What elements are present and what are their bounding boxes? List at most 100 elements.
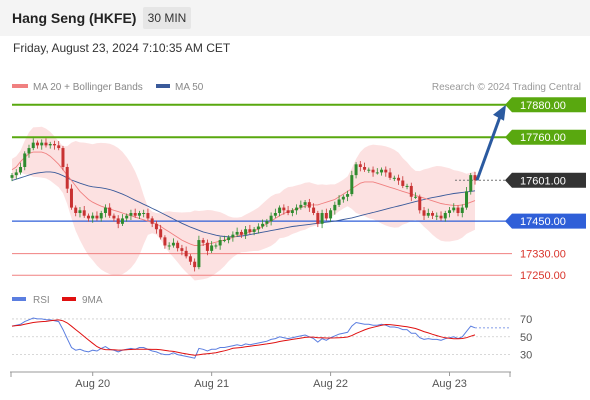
candle-body — [286, 210, 290, 213]
candle-body — [74, 207, 78, 213]
header-bar — [0, 0, 590, 36]
timeframe-button[interactable]: 30 MIN — [143, 7, 191, 29]
instrument-title: Hang Seng (HKFE) — [12, 10, 137, 26]
candle-body — [282, 207, 286, 211]
candle-body — [227, 237, 231, 241]
candle-body — [31, 142, 35, 149]
candle-body — [108, 207, 112, 216]
ma50-legend-label: MA 50 — [175, 82, 204, 93]
rsi-level-label: 30 — [520, 350, 532, 362]
candle-body — [231, 234, 235, 238]
candle-body — [69, 188, 73, 208]
candle-body — [176, 242, 180, 249]
candle-body — [261, 223, 265, 227]
candle-body — [159, 229, 163, 238]
candle-body — [82, 210, 86, 216]
candle-body — [235, 231, 239, 235]
level-label-17760.00: 17760.00 — [520, 132, 566, 144]
candle-body — [320, 213, 324, 224]
price-levels — [12, 103, 512, 276]
candle-body — [14, 172, 18, 176]
candle-body — [346, 194, 350, 197]
candle-body — [137, 213, 141, 216]
rsi-ma-legend-label: 9MA — [82, 295, 103, 306]
candle-body — [78, 210, 82, 213]
candle-body — [380, 169, 384, 173]
candle-body — [18, 167, 22, 173]
candle-body — [256, 226, 260, 230]
candle-body — [197, 240, 201, 268]
candle-body — [465, 191, 469, 208]
forecast-arrow-head — [493, 104, 506, 121]
candle-body — [150, 218, 154, 224]
rsi-panel: 70 50 30 — [11, 314, 532, 362]
candle-body — [163, 237, 167, 246]
candle-body — [269, 215, 273, 222]
candle-body — [329, 210, 333, 219]
ma20-line — [11, 151, 476, 246]
candle-body — [23, 153, 27, 167]
candle-body — [375, 172, 379, 174]
candle-body — [10, 175, 14, 178]
candle-body — [44, 142, 48, 146]
candle-body — [193, 261, 197, 268]
candle-body — [409, 185, 413, 197]
candle-body — [95, 215, 99, 219]
timestamp: Friday, August 23, 2024 7:10:35 AM CET — [13, 41, 231, 55]
candle-body — [405, 185, 409, 187]
rsi-level-label: 70 — [520, 314, 532, 326]
level-tag-17760.00 — [512, 129, 586, 145]
candle-body — [244, 229, 248, 235]
candle-body — [65, 167, 69, 189]
time-axis: Aug 20 Aug 21 Aug 22 Aug 23 — [10, 371, 511, 390]
ma20-legend-swatch — [12, 84, 28, 88]
candle-body — [180, 248, 184, 251]
bollinger-band-fill — [12, 126, 475, 281]
candle-body — [27, 148, 31, 154]
level-tag-pointer — [505, 97, 512, 113]
candle-body — [431, 213, 435, 216]
candle-body — [358, 164, 362, 167]
candle-body — [388, 172, 392, 178]
candle-body — [125, 215, 129, 219]
price-labels: 17880.00 17760.00 17601.00 17450.00 17330.00… — [505, 97, 586, 282]
candle-body — [337, 199, 341, 205]
candle-body — [201, 240, 205, 243]
candle-body — [103, 207, 107, 213]
candle-body — [354, 164, 358, 176]
candle-body — [452, 207, 456, 211]
candle-body — [222, 240, 226, 242]
ma50-legend-swatch — [156, 84, 170, 88]
bollinger-bands — [12, 126, 475, 281]
candle-body — [52, 144, 56, 146]
research-credit: Research © 2024 Trading Central — [432, 82, 581, 93]
candle-body — [278, 207, 282, 213]
candle-body — [448, 210, 452, 213]
candle-body — [218, 240, 222, 246]
ma50-line — [11, 171, 476, 238]
level-tag-17880.00 — [512, 97, 586, 113]
candle-body — [401, 180, 405, 186]
candle-body — [171, 242, 175, 246]
candle-body — [307, 202, 311, 208]
level-label-17330.00: 17330.00 — [520, 249, 566, 261]
x-tick-label: Aug 21 — [194, 378, 229, 390]
candle-body — [57, 145, 61, 149]
ma20-legend-label: MA 20 + Bollinger Bands — [33, 82, 143, 93]
candle-body — [112, 215, 116, 219]
candle-body — [341, 196, 345, 200]
candle-body — [252, 229, 256, 232]
candle-body — [214, 245, 218, 247]
candle-body — [439, 215, 443, 219]
x-tick-label: Aug 23 — [432, 378, 467, 390]
candle-body — [146, 213, 150, 219]
candle-body — [142, 213, 146, 214]
candle-body — [384, 169, 388, 173]
candle-body — [86, 215, 90, 219]
candle-body — [120, 218, 124, 224]
candle-body — [239, 231, 243, 235]
candle-body — [426, 213, 430, 216]
rsi-line — [11, 317, 476, 359]
level-tag-pointer — [505, 129, 512, 145]
